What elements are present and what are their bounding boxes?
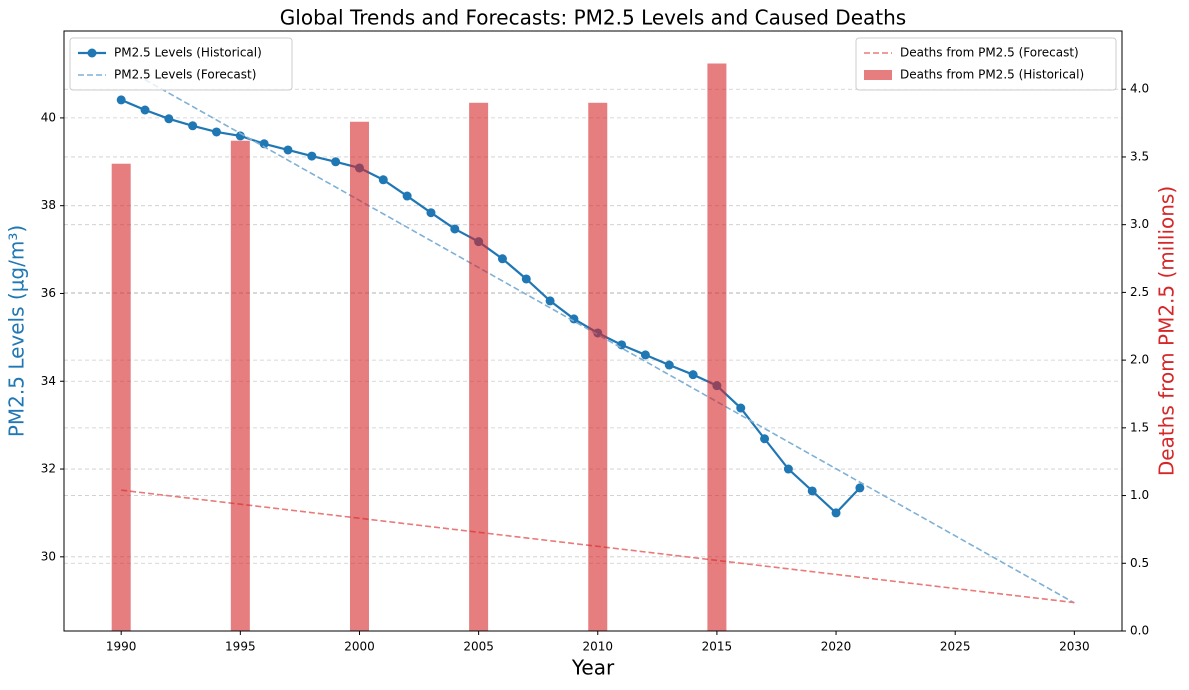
y-tick-label: 32 — [41, 462, 56, 476]
point — [116, 95, 126, 105]
y-axis-label: PM2.5 Levels (µg/m³) — [5, 225, 29, 437]
point — [688, 370, 698, 380]
point — [569, 314, 579, 324]
bar — [111, 163, 131, 631]
plot-frame — [63, 30, 1123, 632]
x-tick-label: 2025 — [940, 640, 971, 654]
x-tick-label: 2000 — [344, 640, 375, 654]
x-tick-label: 2005 — [463, 640, 494, 654]
x-tick-label: 2015 — [702, 640, 733, 654]
y-tick-label: 30 — [41, 549, 56, 563]
point — [402, 191, 412, 201]
point — [426, 208, 436, 218]
bar — [349, 121, 369, 631]
legend-label: PM2.5 Levels (Forecast) — [114, 68, 256, 82]
bar — [588, 102, 608, 631]
point — [164, 114, 174, 124]
point — [831, 508, 841, 518]
x-tick-label: 2020 — [821, 640, 852, 654]
legend-box — [855, 37, 1117, 91]
chart-title: Global Trends and Forecasts: PM2.5 Level… — [280, 6, 906, 30]
y2-axis-label: Deaths from PM2.5 (millions) — [1155, 186, 1179, 476]
y2-tick-label: 2.5 — [1130, 285, 1149, 299]
y2-tick-label: 3.0 — [1130, 217, 1149, 231]
point — [855, 483, 865, 493]
y2-tick-label: 0.0 — [1130, 624, 1149, 638]
legend-box — [69, 37, 293, 91]
y-tick-label: 36 — [41, 286, 56, 300]
point — [212, 127, 222, 137]
point — [760, 434, 770, 444]
legend-label: PM2.5 Levels (Historical) — [114, 46, 262, 60]
point — [140, 105, 150, 115]
point — [378, 175, 388, 185]
legend-label: Deaths from PM2.5 (Forecast) — [900, 46, 1079, 60]
y2-tick-label: 1.0 — [1130, 488, 1149, 502]
bar — [707, 63, 727, 632]
y2-tick-label: 1.5 — [1130, 420, 1149, 434]
bar — [469, 102, 489, 631]
point — [783, 464, 793, 474]
x-tick-label: 1990 — [106, 640, 137, 654]
point — [283, 145, 293, 155]
point — [331, 157, 341, 167]
point — [188, 121, 198, 131]
point — [617, 340, 627, 350]
x-axis-label: Year — [571, 656, 615, 680]
point — [235, 131, 245, 141]
point — [497, 254, 507, 264]
point — [736, 403, 746, 413]
y2-tick-label: 2.0 — [1130, 353, 1149, 367]
x-tick-label: 2030 — [1059, 640, 1090, 654]
y2-tick-label: 0.5 — [1130, 556, 1149, 570]
point — [307, 151, 317, 161]
y-tick-label: 34 — [41, 374, 56, 388]
point — [664, 360, 674, 370]
point — [545, 296, 555, 306]
bar — [230, 140, 250, 631]
point — [521, 274, 531, 284]
legend-swatch — [864, 70, 892, 80]
point — [640, 350, 650, 360]
y2-tick-label: 4.0 — [1130, 82, 1149, 96]
y-tick-label: 40 — [41, 110, 56, 124]
y-tick-label: 38 — [41, 198, 56, 212]
point — [259, 139, 269, 149]
x-tick-label: 2010 — [582, 640, 613, 654]
point — [450, 224, 460, 234]
x-tick-label: 1995 — [225, 640, 256, 654]
legend: Deaths from PM2.5 (Forecast) Deaths from … — [855, 37, 1117, 91]
y2-tick-label: 3.5 — [1130, 149, 1149, 163]
series-line — [144, 79, 1075, 604]
legend-label: Deaths from PM2.5 (Historical) — [900, 68, 1084, 82]
point — [807, 486, 817, 496]
legend-marker — [87, 48, 97, 58]
legend: PM2.5 Levels (Historical) PM2.5 Levels (F… — [69, 37, 293, 91]
